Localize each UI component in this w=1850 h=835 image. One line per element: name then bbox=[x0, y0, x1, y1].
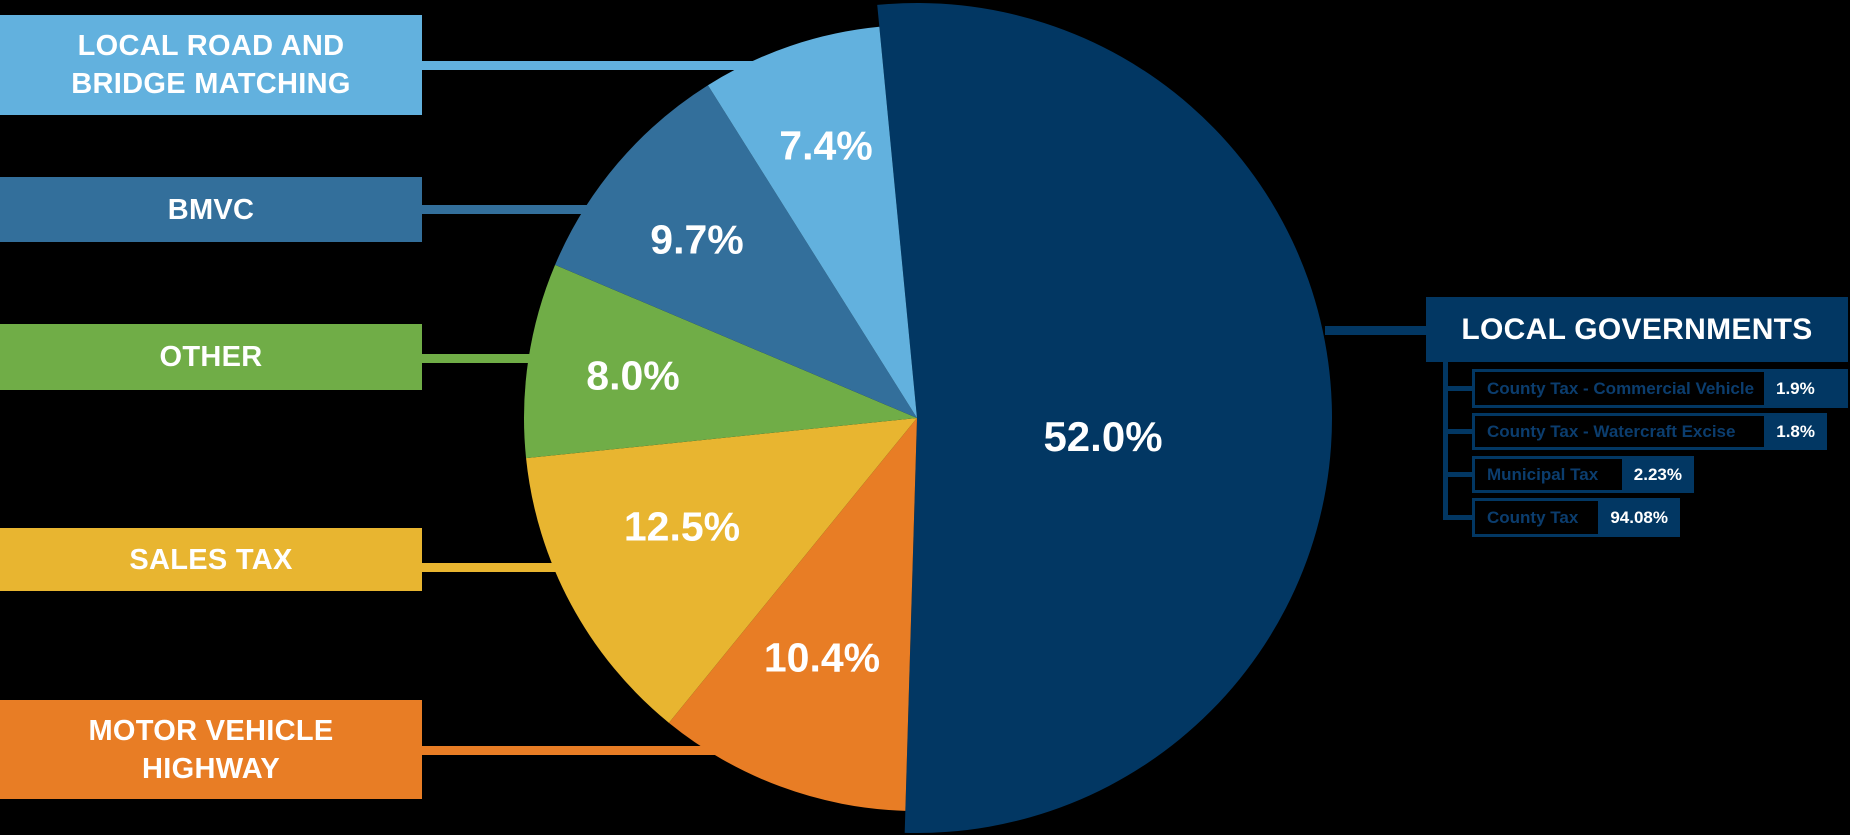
breakdown-label: County Tax - Commercial Vehicle bbox=[1475, 372, 1764, 405]
pie-slice-other bbox=[524, 264, 917, 459]
label-motor-vehicle-highway: MOTOR VEHICLE HIGHWAY bbox=[0, 700, 422, 799]
tree-branch bbox=[1443, 429, 1473, 434]
tree-branch bbox=[1443, 472, 1473, 477]
label-bmvc: BMVC bbox=[0, 177, 422, 242]
connector-bmvc bbox=[422, 205, 602, 214]
label-line-1: MOTOR VEHICLE bbox=[88, 714, 334, 747]
breakdown-label: Municipal Tax bbox=[1475, 459, 1622, 490]
connector-local-road-bridge bbox=[422, 61, 762, 70]
connector-other bbox=[422, 354, 532, 363]
pie-slice-motor-vehicle-highway bbox=[668, 418, 917, 811]
pie-slice-bmvc bbox=[555, 85, 917, 419]
breakdown-item-county-tax: County Tax 94.08% bbox=[1472, 498, 1680, 537]
pct-bmvc: 9.7% bbox=[650, 216, 744, 263]
pie-slice-local-governments bbox=[877, 3, 1332, 834]
breakdown-value: 1.8% bbox=[1776, 421, 1815, 441]
label-local-governments: LOCAL GOVERNMENTS bbox=[1426, 297, 1848, 362]
pct-local-governments: 52.0% bbox=[1043, 413, 1163, 460]
label-text: OTHER bbox=[159, 341, 263, 373]
breakdown-item-commercial-vehicle: County Tax - Commercial Vehicle 1.9% bbox=[1472, 369, 1848, 408]
tree-branch bbox=[1443, 386, 1473, 391]
label-text: BMVC bbox=[167, 193, 255, 226]
pct-other: 8.0% bbox=[586, 352, 680, 399]
label-local-road-bridge: LOCAL ROAD AND BRIDGE MATCHING bbox=[0, 15, 422, 115]
tree-trunk bbox=[1443, 362, 1448, 519]
breakdown-label: County Tax - Watercraft Excise bbox=[1475, 416, 1765, 447]
pct-sales-tax: 12.5% bbox=[623, 503, 741, 550]
breakdown-value: 94.08% bbox=[1610, 507, 1668, 527]
label-line-1: LOCAL ROAD AND bbox=[77, 30, 345, 62]
breakdown-label: County Tax bbox=[1475, 501, 1599, 534]
label-other: OTHER bbox=[0, 324, 422, 390]
breakdown-value: 2.23% bbox=[1633, 464, 1682, 484]
pie-slice-local-road-bridge bbox=[707, 26, 917, 418]
breakdown-item-municipal-tax: Municipal Tax 2.23% bbox=[1472, 456, 1694, 493]
label-text: SALES TAX bbox=[129, 543, 293, 576]
pct-local-road-bridge: 7.4% bbox=[779, 122, 873, 169]
breakdown-value: 1.9% bbox=[1776, 378, 1815, 398]
tree-branch bbox=[1443, 515, 1473, 520]
label-sales-tax: SALES TAX bbox=[0, 528, 422, 591]
connector-local-governments bbox=[1325, 326, 1427, 335]
label-line-2: HIGHWAY bbox=[142, 752, 280, 785]
label-line-2: BRIDGE MATCHING bbox=[71, 68, 351, 100]
connector-motor-vehicle-highway bbox=[422, 746, 732, 755]
breakdown-item-watercraft-excise: County Tax - Watercraft Excise 1.8% bbox=[1472, 413, 1827, 450]
connector-sales-tax bbox=[422, 563, 562, 572]
pct-motor-vehicle-highway: 10.4% bbox=[763, 634, 881, 681]
pie-slice-sales-tax bbox=[526, 418, 917, 723]
